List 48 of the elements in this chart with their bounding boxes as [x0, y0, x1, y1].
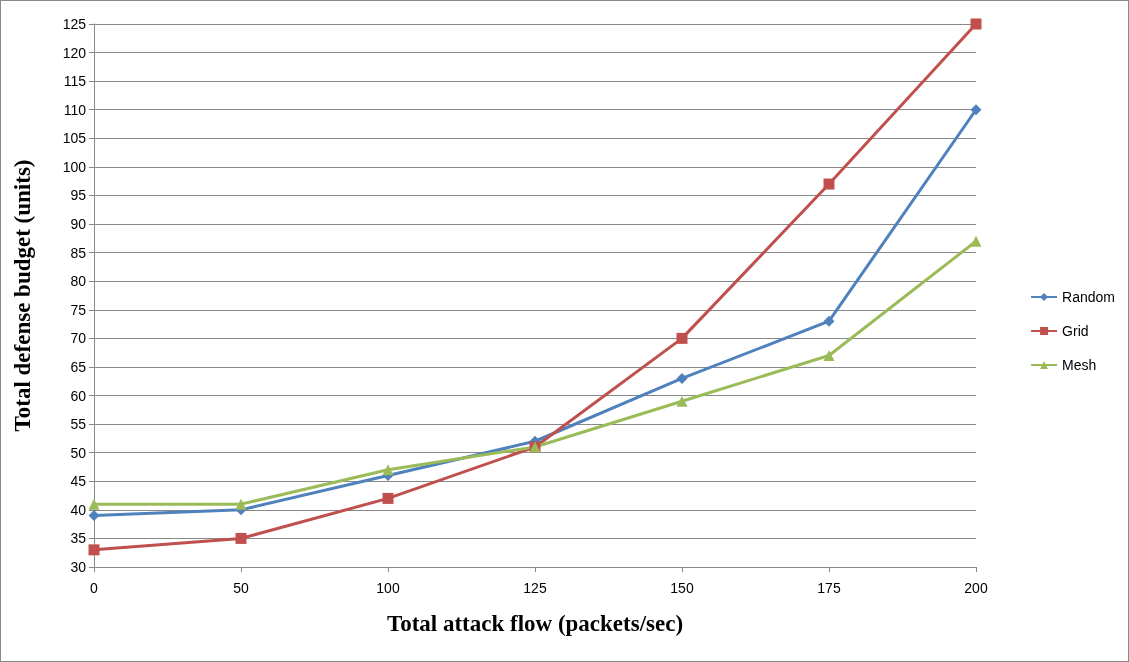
legend-label: Mesh: [1062, 357, 1097, 373]
y-tick-label: 85: [70, 244, 87, 261]
point: [970, 235, 982, 247]
point: [382, 464, 394, 476]
y-tick-label: 45: [70, 473, 87, 490]
legend-label: Random: [1062, 289, 1115, 305]
point: [88, 498, 100, 510]
y-tick-label: 120: [62, 44, 87, 61]
point: [88, 544, 100, 556]
y-tick-label: 35: [70, 530, 87, 547]
x-tick-label: 50: [233, 580, 249, 596]
y-tick-label: 100: [62, 158, 87, 175]
y-tick-label: 115: [63, 73, 87, 90]
y-axis-title: Total defense budget (units): [10, 159, 35, 432]
point: [235, 498, 247, 510]
y-tick-label: 95: [70, 187, 87, 204]
y-tick-label: 40: [70, 501, 87, 518]
y-tick-label: 60: [70, 387, 87, 404]
point: [88, 510, 100, 522]
x-tick-label: 100: [376, 580, 400, 596]
x-tick-label: 125: [523, 580, 547, 596]
point: [676, 332, 688, 344]
x-tick-label: 150: [670, 580, 694, 596]
legend-label: Grid: [1062, 323, 1089, 339]
y-tick-label: 65: [70, 358, 87, 375]
point: [970, 104, 982, 116]
point: [382, 492, 394, 504]
y-tick-label: 55: [70, 416, 87, 433]
y-tick-label: 90: [70, 216, 87, 233]
x-axis-title: Total attack flow (packets/sec): [386, 611, 684, 636]
y-tick-label: 80: [70, 273, 87, 290]
point: [676, 372, 688, 384]
y-tick-label: 125: [62, 16, 87, 32]
x-tick-label: 175: [817, 580, 841, 596]
point: [823, 350, 835, 362]
x-tick-label: 0: [90, 580, 99, 596]
y-tick-label: 70: [70, 330, 87, 347]
y-tick-label: 110: [63, 101, 87, 118]
y-tick-label: 75: [70, 301, 87, 318]
y-tick-label: 50: [70, 444, 87, 461]
y-tick-label: 30: [70, 559, 87, 575]
point: [676, 395, 688, 407]
point: [823, 178, 835, 190]
x-tick-label: 200: [964, 580, 988, 596]
point: [823, 315, 835, 327]
point: [970, 18, 982, 30]
y-tick-label: 105: [62, 130, 87, 147]
point: [235, 532, 247, 544]
